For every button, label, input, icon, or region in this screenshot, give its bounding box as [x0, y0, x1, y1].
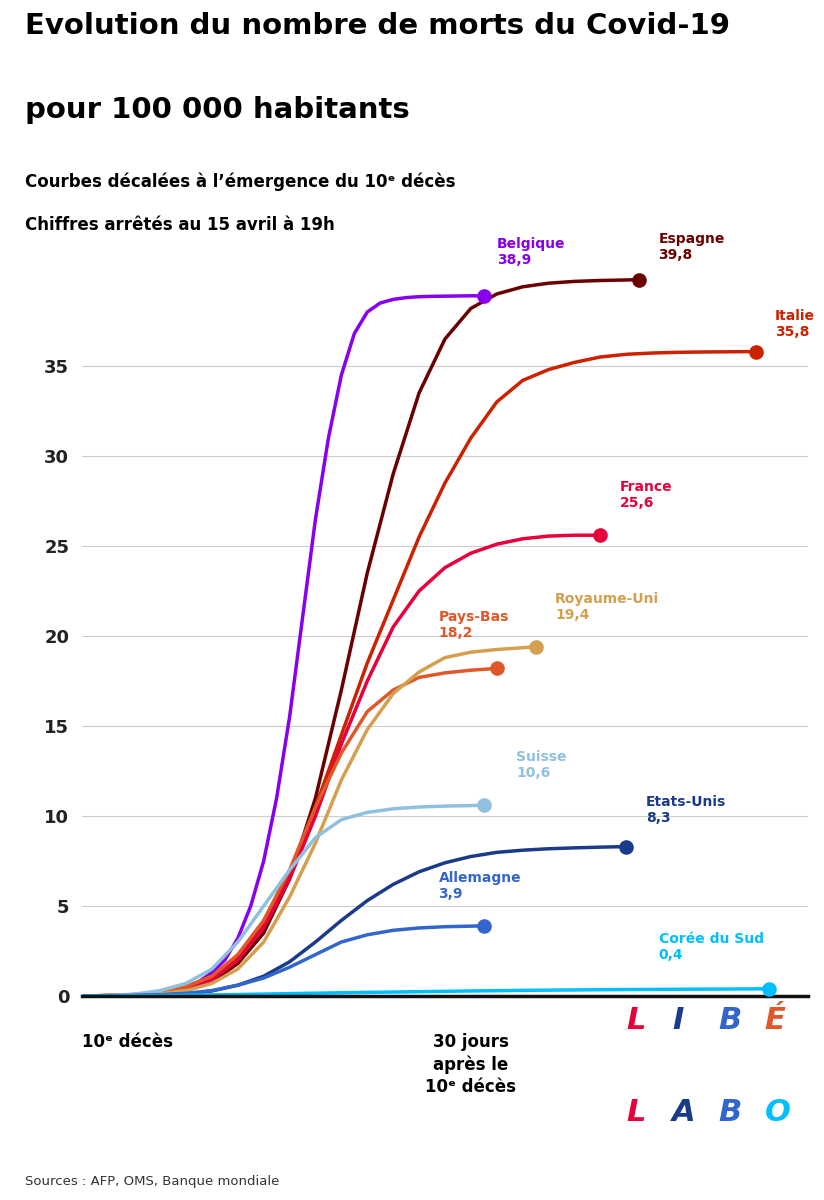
Point	[749, 342, 762, 361]
Point	[594, 526, 607, 545]
Text: A: A	[672, 1098, 696, 1127]
Text: Belgique
38,9: Belgique 38,9	[497, 238, 565, 266]
Text: Courbes décalées à l’émergence du 10ᵉ décès: Courbes décalées à l’émergence du 10ᵉ dé…	[25, 173, 455, 191]
Text: Pays-Bas
18,2: Pays-Bas 18,2	[438, 610, 509, 640]
Text: Royaume-Uni
19,4: Royaume-Uni 19,4	[555, 592, 659, 622]
Point	[477, 917, 490, 936]
Point	[620, 838, 633, 857]
Text: L: L	[626, 1098, 646, 1127]
Text: Allemagne
3,9: Allemagne 3,9	[438, 871, 521, 900]
Text: L: L	[626, 1006, 646, 1036]
Text: Chiffres arrêtés au 15 avril à 19h: Chiffres arrêtés au 15 avril à 19h	[25, 216, 335, 234]
Text: Corée du Sud
0,4: Corée du Sud 0,4	[658, 932, 764, 962]
Point	[633, 270, 646, 289]
Point	[477, 287, 490, 306]
Text: 10ᵉ décès: 10ᵉ décès	[82, 1033, 173, 1051]
Point	[762, 979, 775, 998]
Text: I: I	[672, 1006, 684, 1036]
Text: Evolution du nombre de morts du Covid-19: Evolution du nombre de morts du Covid-19	[25, 12, 730, 40]
Text: O: O	[765, 1098, 790, 1127]
Point	[529, 637, 542, 656]
Text: É: É	[765, 1006, 785, 1036]
Text: B: B	[719, 1006, 742, 1036]
Text: 30 jours
après le
10ᵉ décès: 30 jours après le 10ᵉ décès	[425, 1033, 517, 1096]
Text: Espagne
39,8: Espagne 39,8	[658, 232, 725, 262]
Text: Etats-Unis
8,3: Etats-Unis 8,3	[646, 796, 726, 826]
Text: B: B	[719, 1098, 742, 1127]
Text: pour 100 000 habitants: pour 100 000 habitants	[25, 96, 410, 124]
Text: Italie
35,8: Italie 35,8	[775, 310, 815, 338]
Text: Suisse
10,6: Suisse 10,6	[516, 750, 567, 780]
Point	[477, 796, 490, 815]
Point	[490, 659, 503, 678]
Text: France
25,6: France 25,6	[620, 480, 672, 510]
Text: Sources : AFP, OMS, Banque mondiale: Sources : AFP, OMS, Banque mondiale	[25, 1175, 279, 1188]
